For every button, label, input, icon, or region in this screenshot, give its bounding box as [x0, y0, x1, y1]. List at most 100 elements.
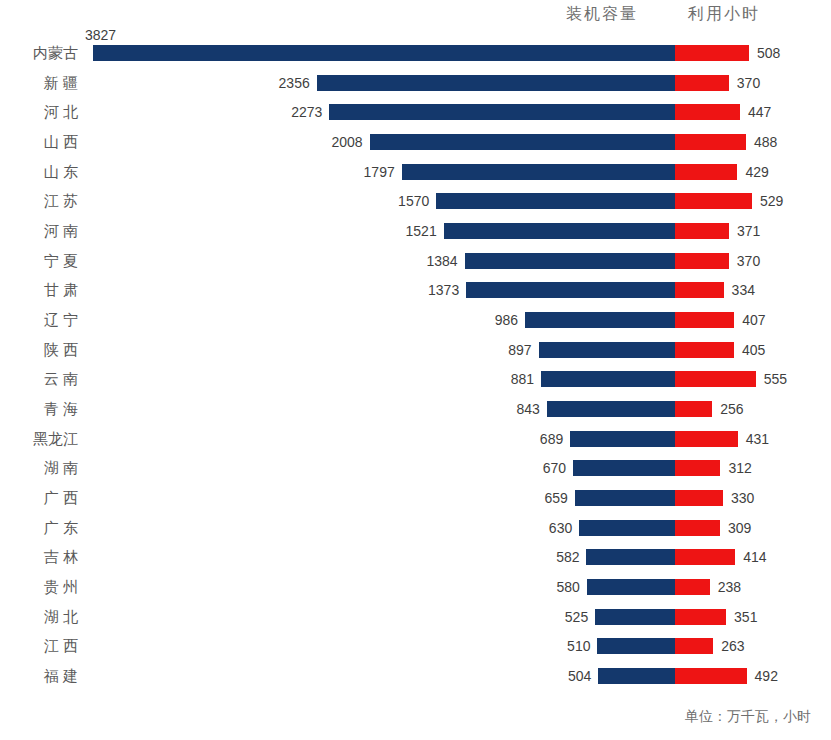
capacity-bar	[586, 549, 675, 565]
hours-value-label: 488	[754, 134, 777, 150]
category-label: 江 西	[0, 638, 78, 654]
hours-value-label: 370	[737, 253, 760, 269]
capacity-value-label: 1570	[398, 193, 429, 209]
category-label: 甘 肃	[0, 282, 78, 298]
capacity-bar	[541, 371, 675, 387]
chart-row: 吉 林582414	[0, 542, 831, 572]
hours-value-label: 309	[728, 520, 751, 536]
capacity-value-label: 580	[556, 579, 579, 595]
capacity-bar	[597, 638, 675, 654]
category-label: 湖 北	[0, 609, 78, 625]
category-label: 宁 夏	[0, 253, 78, 269]
category-label: 陕 西	[0, 342, 78, 358]
unit-note: 单位：万千瓦，小时	[685, 707, 811, 725]
hours-bar	[675, 431, 738, 447]
capacity-bar	[525, 312, 675, 328]
chart-row: 河 北2273447	[0, 97, 831, 127]
chart-row: 江 西 510 263	[0, 631, 831, 661]
capacity-bar	[595, 609, 675, 625]
hours-value-label: 431	[746, 431, 769, 447]
category-label: 吉 林	[0, 549, 78, 565]
hours-bar	[675, 638, 713, 654]
chart-row: 山 东 1797 429	[0, 157, 831, 187]
capacity-bar	[547, 401, 675, 417]
hours-value-label: 256	[720, 401, 743, 417]
capacity-bar	[402, 164, 675, 180]
capacity-value-label: 510	[567, 638, 590, 654]
hours-bar	[675, 342, 734, 358]
capacity-value-label: 3827	[85, 27, 116, 43]
chart-row: 陕 西897405	[0, 335, 831, 365]
chart-row: 青 海843256	[0, 394, 831, 424]
capacity-value-label: 1797	[364, 164, 395, 180]
hours-bar	[675, 520, 720, 536]
hours-bar	[675, 579, 710, 595]
category-label: 广 西	[0, 490, 78, 506]
capacity-bar	[587, 579, 675, 595]
chart-row: 内蒙古3827508	[0, 38, 831, 68]
category-label: 黑龙江	[0, 431, 78, 447]
capacity-value-label: 525	[565, 609, 588, 625]
capacity-value-label: 582	[556, 549, 579, 565]
hours-bar	[675, 371, 756, 387]
capacity-value-label: 1373	[428, 282, 459, 298]
hours-value-label: 492	[755, 668, 778, 684]
hours-bar	[675, 253, 729, 269]
hours-value-label: 351	[734, 609, 757, 625]
capacity-bar	[598, 668, 675, 684]
capacity-bar	[436, 193, 675, 209]
capacity-value-label: 1521	[406, 223, 437, 239]
chart-row: 云 南 881 555	[0, 364, 831, 394]
chart-row: 山 西 2008 488	[0, 127, 831, 157]
chart-row: 辽 宁986407	[0, 305, 831, 335]
hours-bar	[675, 164, 737, 180]
hours-bar	[675, 282, 724, 298]
chart-row: 湖 南 670 312	[0, 453, 831, 483]
capacity-bar	[466, 282, 675, 298]
hours-value-label: 447	[748, 104, 771, 120]
capacity-bar	[93, 45, 675, 61]
capacity-value-label: 659	[544, 490, 567, 506]
hours-bar	[675, 490, 723, 506]
category-label: 新 疆	[0, 75, 78, 91]
hours-bar	[675, 549, 735, 565]
chart-row: 广 东630309	[0, 513, 831, 543]
capacity-bar	[329, 104, 675, 120]
capacity-value-label: 881	[511, 371, 534, 387]
capacity-bar	[575, 490, 675, 506]
capacity-value-label: 986	[495, 312, 518, 328]
category-label: 云 南	[0, 371, 78, 387]
hours-bar	[675, 193, 752, 209]
hours-bar	[675, 312, 734, 328]
chart-row: 广 西659330	[0, 483, 831, 513]
category-label: 青 海	[0, 401, 78, 417]
capacity-value-label: 2008	[331, 134, 362, 150]
capacity-bar	[573, 460, 675, 476]
hours-bar	[675, 460, 720, 476]
category-label: 山 东	[0, 164, 78, 180]
chart-row: 新 疆2356370	[0, 68, 831, 98]
hours-value-label: 429	[745, 164, 768, 180]
capacity-value-label: 504	[568, 668, 591, 684]
hours-value-label: 312	[728, 460, 751, 476]
category-label: 河 南	[0, 223, 78, 239]
category-label: 福 建	[0, 668, 78, 684]
capacity-bar	[579, 520, 675, 536]
category-label: 山 西	[0, 134, 78, 150]
capacity-value-label: 630	[549, 520, 572, 536]
capacity-bar	[317, 75, 675, 91]
hours-bar	[675, 45, 749, 61]
chart-row: 黑龙江 689 431	[0, 424, 831, 454]
category-label: 江 苏	[0, 193, 78, 209]
category-label: 湖 南	[0, 460, 78, 476]
capacity-value-label: 689	[540, 431, 563, 447]
hours-bar	[675, 104, 740, 120]
chart-row: 江 苏1570529	[0, 186, 831, 216]
hours-value-label: 370	[737, 75, 760, 91]
hours-value-label: 263	[721, 638, 744, 654]
capacity-value-label: 670	[543, 460, 566, 476]
category-label: 辽 宁	[0, 312, 78, 328]
hours-value-label: 371	[737, 223, 760, 239]
hours-value-label: 555	[764, 371, 787, 387]
capacity-bar	[465, 253, 675, 269]
